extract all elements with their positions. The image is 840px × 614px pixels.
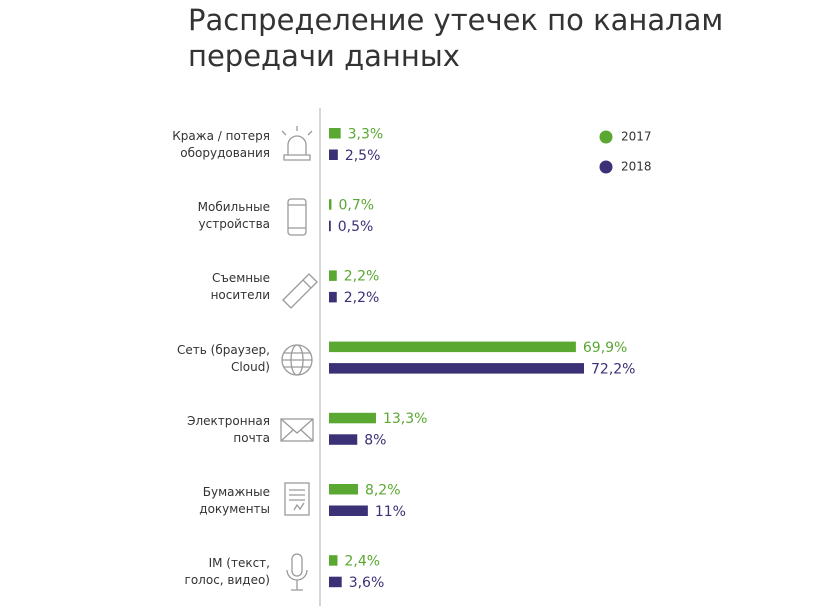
value-label: 8,2% <box>365 482 401 498</box>
icon-alarm <box>281 126 313 161</box>
bar <box>329 576 342 588</box>
bar <box>329 149 338 160</box>
bar <box>329 199 332 210</box>
value-label: 2,2% <box>344 269 380 285</box>
value-label: 8% <box>364 433 386 449</box>
bar <box>329 291 337 303</box>
bar <box>329 434 358 445</box>
value-label: 69,9% <box>583 340 627 356</box>
category-label: Мобильные устройства <box>197 200 270 232</box>
value-label: 3,6% <box>349 575 385 591</box>
value-label: 2,4% <box>344 553 380 569</box>
icon-document <box>284 482 310 516</box>
icon-phone <box>287 198 307 236</box>
value-label: 72,2% <box>591 361 635 377</box>
icon-usb <box>282 273 318 309</box>
icon-microphone <box>286 553 308 591</box>
category-label: Бумажные документы <box>199 485 270 516</box>
legend-label: 2018 <box>621 160 652 174</box>
legend-marker <box>599 160 613 174</box>
legend-label: 2017 <box>621 130 652 144</box>
value-label: 2,5% <box>345 148 381 164</box>
value-label: 3,3% <box>348 126 384 142</box>
chart-title: Распределение утечек по каналам передачи… <box>188 3 724 73</box>
bar <box>329 555 338 566</box>
value-label: 11% <box>375 504 406 520</box>
bar <box>329 220 331 232</box>
category-label: IM (текст, голос, видео) <box>184 556 270 588</box>
bar <box>329 128 341 139</box>
value-label: 13,3% <box>383 411 427 427</box>
icon-globe <box>281 344 313 376</box>
value-label: 0,7% <box>338 197 374 213</box>
category-label: Электронная почта <box>187 413 270 445</box>
bar <box>329 341 576 353</box>
value-label: 2,2% <box>344 290 380 306</box>
bar <box>329 505 368 516</box>
category-label: Съемные носители <box>210 271 270 303</box>
bar <box>329 270 337 281</box>
legend-marker <box>599 130 613 144</box>
bar <box>329 412 376 424</box>
category-label: Сеть (браузер, Cloud) <box>177 342 270 374</box>
value-label: 0,5% <box>338 219 374 235</box>
category-label: Кража / потеря оборудования <box>172 129 270 160</box>
icon-mail <box>280 418 314 442</box>
bar <box>329 484 358 495</box>
bar <box>329 363 584 374</box>
